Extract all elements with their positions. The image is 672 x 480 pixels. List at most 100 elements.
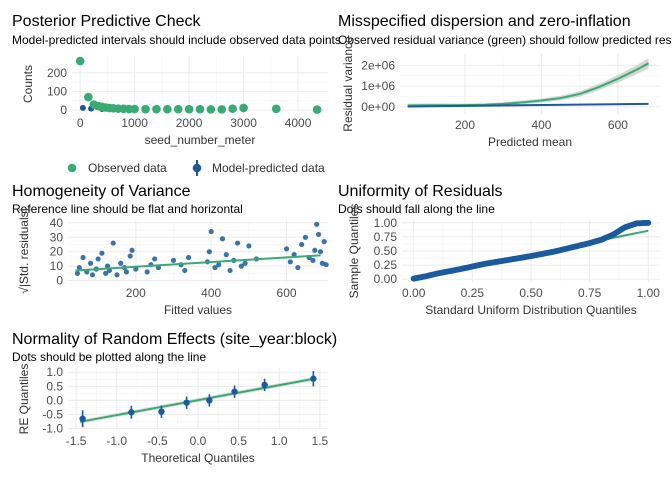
residual-point — [89, 272, 96, 278]
panel-unif: Uniformity of Residuals Dots should fall … — [338, 183, 660, 317]
residual-point — [315, 231, 322, 238]
panel-subtitle: Dots should be plotted along the line — [12, 350, 206, 364]
x-axis-title: seed_number_meter — [145, 133, 256, 147]
x-tick-label: 0 — [77, 116, 84, 130]
residual-point — [129, 247, 135, 253]
x-axis-title: Predicted mean — [488, 135, 572, 149]
residual-point — [219, 236, 226, 242]
y-axis-title: Sample Quantiles — [347, 204, 361, 299]
observed-point — [217, 105, 227, 114]
x-tick-label: 0.75 — [578, 286, 602, 300]
residual-point — [314, 221, 320, 227]
re-point — [231, 388, 238, 395]
y-tick-label: 20 — [50, 245, 64, 259]
y-tick-label: 10 — [50, 259, 64, 273]
residual-point — [80, 254, 86, 261]
x-tick-label: 1.0 — [271, 434, 288, 448]
x-tick-label: 0.25 — [461, 286, 485, 300]
residual-point — [242, 260, 248, 266]
observed-point — [184, 104, 194, 114]
observed-point — [130, 104, 139, 114]
residual-point — [95, 256, 101, 262]
x-tick-label: 600 — [277, 286, 297, 300]
x-tick-label: 0.00 — [402, 286, 426, 300]
re-point — [206, 397, 213, 404]
x-tick-label: -1.0 — [106, 434, 127, 448]
re-point — [261, 381, 268, 389]
y-tick-label: 1.0 — [46, 365, 63, 379]
x-axis-title: Standard Uniform Distribution Quantiles — [425, 303, 636, 317]
legend-key-observed — [67, 163, 77, 173]
re-point — [79, 415, 86, 422]
legend: Observed data Model-predicted data — [67, 160, 325, 176]
panel-subtitle: Reference line should be flat and horizo… — [12, 202, 243, 216]
panel-subtitle: Model-predicted intervals should include… — [12, 33, 341, 47]
quantile-points — [410, 219, 652, 282]
gridlines — [68, 220, 328, 282]
residual-point — [99, 250, 105, 256]
panel-subtitle: Observed residual variance (green) shoul… — [338, 33, 672, 47]
residual-point — [234, 240, 241, 246]
series-observed — [75, 56, 322, 114]
panel-title: Uniformity of Residuals — [338, 183, 503, 200]
reference-line — [80, 377, 316, 423]
panel-title: Homogeneity of Variance — [12, 183, 191, 200]
x-tick-label: 1.5 — [312, 434, 329, 448]
x-tick-label: 0.5 — [230, 434, 247, 448]
residual-point — [170, 257, 177, 263]
panel-ppc: Posterior Predictive Check Model-predicte… — [12, 13, 341, 176]
x-tick-label: 1.00 — [637, 286, 661, 300]
reference-line — [75, 254, 321, 272]
panel-disp: Misspecified dispersion and zero-inflati… — [338, 13, 672, 149]
residual-point — [246, 243, 252, 249]
y-tick-label: 1e+06 — [361, 79, 395, 93]
residual-point — [216, 262, 222, 268]
gridlines — [72, 56, 328, 112]
observed-point — [228, 104, 237, 113]
x-tick-label: 200 — [455, 118, 475, 132]
y-tick-label: 0.00 — [374, 272, 398, 286]
observed-point — [75, 56, 85, 66]
y-tick-label: 0.50 — [374, 244, 398, 258]
observed-point — [152, 104, 161, 114]
residual-point — [317, 249, 324, 255]
residual-point — [118, 260, 124, 266]
y-tick-label: 0.0 — [46, 393, 63, 407]
panel-homog: Homogeneity of Variance Reference line sh… — [12, 183, 329, 317]
panel-title: Misspecified dispersion and zero-inflati… — [338, 13, 631, 30]
x-tick-label: 400 — [531, 118, 551, 132]
y-tick-label: 0 — [56, 274, 63, 288]
residual-point — [74, 270, 81, 276]
residual-point — [123, 269, 130, 275]
legend-label-predicted: Model-predicted data — [212, 161, 325, 175]
quantile-point — [645, 219, 652, 226]
x-tick-label: 1000 — [121, 116, 148, 130]
observed-point — [84, 92, 93, 102]
x-tick-label: 0.0 — [190, 434, 207, 448]
y-tick-label: 30 — [50, 230, 64, 244]
residual-point — [323, 262, 329, 268]
y-tick-label: -1.0 — [42, 422, 63, 436]
observed-point — [312, 105, 322, 114]
re-point — [128, 409, 135, 416]
y-axis-title: Counts — [21, 65, 35, 103]
y-tick-label: 100 — [47, 84, 67, 98]
y-tick-label: 1.00 — [374, 216, 398, 230]
legend-label-observed: Observed data — [88, 161, 167, 175]
residual-point — [127, 253, 133, 259]
residual-point — [152, 256, 158, 262]
residual-point — [182, 267, 188, 274]
legend-key-predicted — [192, 163, 202, 173]
observed-point — [195, 104, 205, 114]
residual-point — [103, 270, 109, 276]
residual-point — [76, 264, 82, 271]
y-tick-label: 0 — [60, 103, 67, 117]
y-tick-label: 40 — [50, 216, 64, 230]
x-tick-label: 3000 — [230, 116, 257, 130]
residual-point — [321, 239, 327, 245]
x-tick-label: -0.5 — [147, 434, 168, 448]
y-tick-label: 2e+06 — [361, 58, 395, 72]
residual-point — [206, 249, 212, 255]
re-points — [79, 371, 317, 428]
